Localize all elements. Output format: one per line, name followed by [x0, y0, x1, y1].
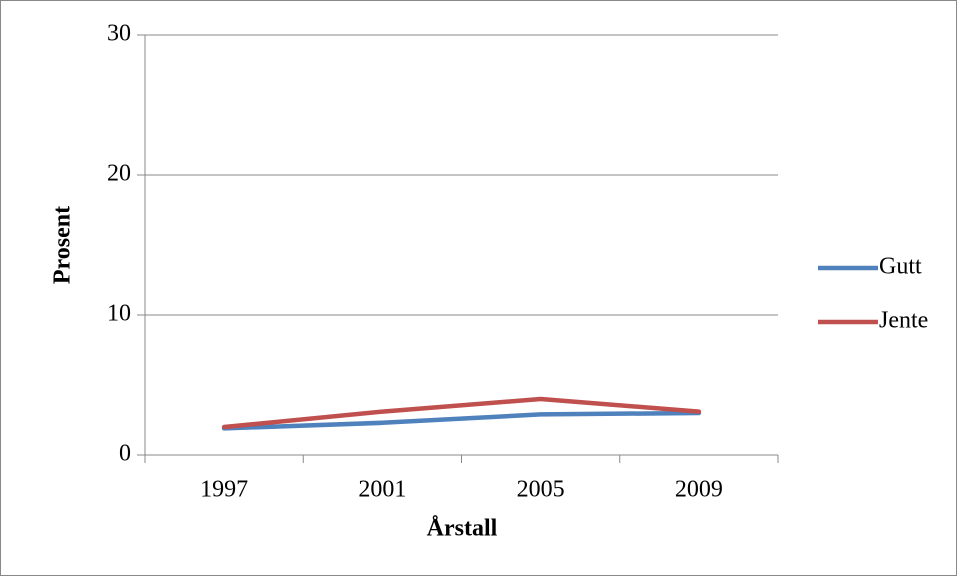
- x-tick-label: 2001: [358, 477, 406, 503]
- y-tick-label: 0: [119, 441, 131, 467]
- series-line: [221, 410, 702, 431]
- x-tick-label: 1997: [200, 477, 248, 503]
- x-axis-title: Årstall: [427, 516, 498, 542]
- series-line: [221, 396, 702, 430]
- y-tick-label: 10: [107, 301, 131, 327]
- legend-label: Gutt: [879, 254, 922, 280]
- x-tick-label: 2009: [675, 477, 723, 503]
- legend-label: Jente: [879, 308, 928, 334]
- y-axis-title: Prosent: [50, 206, 76, 284]
- y-tick-label: 20: [107, 161, 131, 187]
- x-tick-label: 2005: [517, 477, 565, 503]
- y-tick-label: 30: [107, 21, 131, 47]
